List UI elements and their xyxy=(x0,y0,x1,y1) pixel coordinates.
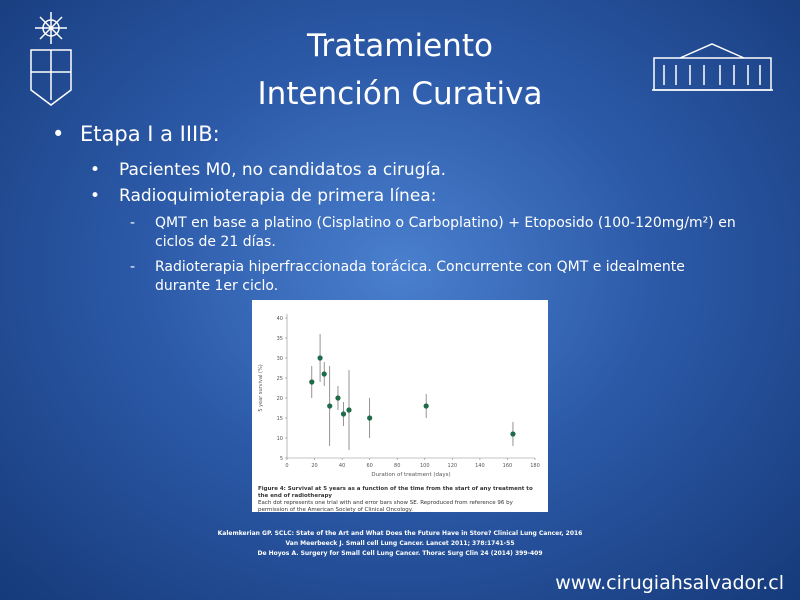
x-axis-label: Duration of treatment (days) xyxy=(371,472,450,478)
y-tick-label: 40 xyxy=(277,316,283,322)
title-line: Intención Curativa xyxy=(257,76,543,112)
logo-left xyxy=(30,12,72,106)
y-tick-label: 5 xyxy=(280,456,283,462)
dash-marker: - xyxy=(130,215,136,231)
point xyxy=(510,431,516,437)
x-tick-label: 80 xyxy=(394,463,400,469)
point xyxy=(317,355,323,361)
item: QMT en base a platino (Cisplatino o Carb… xyxy=(155,215,736,250)
y-tick-label: 25 xyxy=(277,376,283,382)
x-tick-label: 40 xyxy=(339,463,345,469)
figure: 5 year survival (%) Duration of treatmen… xyxy=(252,300,548,512)
x-tick-label: 0 xyxy=(285,463,288,469)
y-axis-label: 5 year survival (%) xyxy=(258,364,264,411)
point xyxy=(327,403,333,409)
y-tick-label: 20 xyxy=(277,396,283,402)
dash-marker: - xyxy=(130,259,136,275)
x-tick-label: 180 xyxy=(530,463,540,469)
caption-body: Each dot represents one trial with and e… xyxy=(258,500,513,513)
x-tick-label: 160 xyxy=(503,463,513,469)
y-tick-label: 35 xyxy=(277,336,283,342)
x-tick-label: 60 xyxy=(366,463,372,469)
reference: De Hoyos A. Surgery for Small Cell Lung … xyxy=(257,550,543,557)
caption-title: Figure 4: Survival at 5 years as a funct… xyxy=(258,486,533,499)
sub-bullet: Radioquimioterapia de primera línea: xyxy=(119,186,437,206)
x-tick-label: 140 xyxy=(475,463,485,469)
x-tick-label: 20 xyxy=(311,463,317,469)
point xyxy=(321,371,327,377)
reference: Kalemkerian GP. SCLC: State of the Art a… xyxy=(217,530,583,537)
point xyxy=(346,407,352,413)
point xyxy=(367,415,373,421)
point xyxy=(309,379,315,385)
x-tick-label: 100 xyxy=(420,463,430,469)
bullet: Etapa I a IIIB: xyxy=(80,122,220,146)
point xyxy=(423,403,429,409)
bullet-marker: • xyxy=(52,122,65,146)
y-tick-label: 10 xyxy=(277,436,283,442)
sub-bullet: Pacientes M0, no candidatos a cirugía. xyxy=(119,160,447,180)
logo-right xyxy=(652,43,773,91)
point xyxy=(340,411,347,417)
point xyxy=(335,395,341,401)
website: www.cirugiahsalvador.cl xyxy=(555,572,784,594)
caption: Figure 4: Survival at 5 years as a funct… xyxy=(258,486,542,514)
bullet-marker: • xyxy=(90,186,101,206)
y-tick-label: 15 xyxy=(277,416,283,422)
title-line: Tratamiento xyxy=(307,28,493,64)
item: Radioterapia hiperfraccionada torácica. … xyxy=(155,259,685,294)
bullet-marker: • xyxy=(90,160,101,180)
y-tick-label: 30 xyxy=(277,356,283,362)
reference: Van Meerbeeck J. Small cell Lung Cancer.… xyxy=(285,540,515,547)
x-tick-label: 120 xyxy=(448,463,458,469)
